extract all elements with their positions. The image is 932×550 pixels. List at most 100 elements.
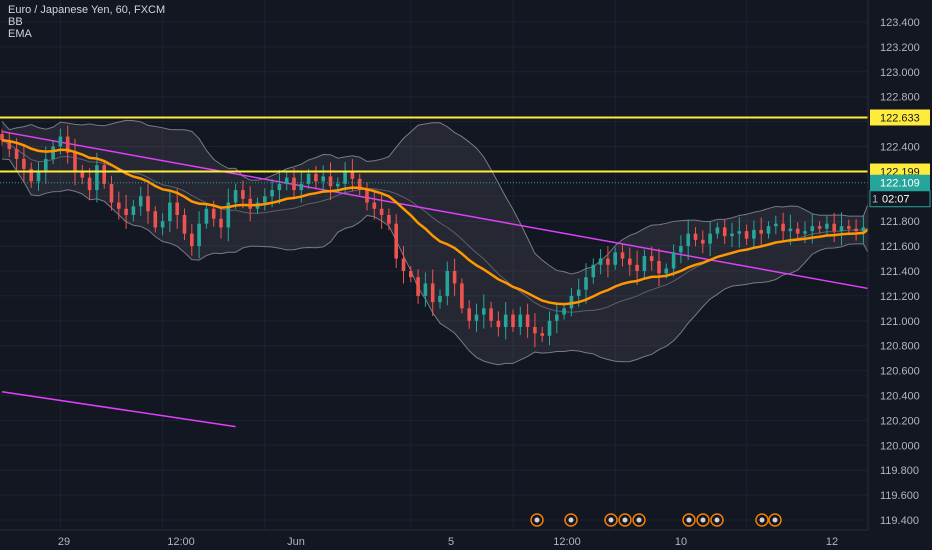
candle-body [146, 196, 150, 212]
candle-body [664, 268, 669, 274]
candle-body [598, 258, 603, 265]
candle-body [649, 256, 654, 262]
candle-body [460, 283, 464, 309]
tag-level-high: 122.633 [880, 112, 920, 124]
candle-body [65, 136, 70, 153]
candle-body [73, 152, 77, 172]
y-tick-label: 120.200 [880, 415, 920, 427]
bb-fill [2, 120, 871, 365]
candle-body [306, 173, 311, 184]
candle-body [29, 168, 33, 182]
candle-body [438, 295, 442, 303]
y-tick-label: 121.200 [880, 291, 920, 303]
candle-body [489, 308, 493, 321]
y-tick-label: 120.400 [880, 391, 920, 403]
candle-body [832, 223, 836, 232]
x-tick-label: 12:00 [553, 536, 581, 548]
y-tick-label: 119.600 [880, 490, 919, 502]
candle-body [401, 258, 406, 271]
chart-legend: Euro / Japanese Yen, 60, FXCM BB EMA [8, 4, 165, 40]
candle-body [671, 252, 676, 269]
candle-body [847, 226, 851, 229]
tag-last-price: 122.109 [880, 178, 920, 190]
candle-body [219, 218, 223, 228]
candle-body [722, 227, 727, 237]
candle-body [182, 214, 187, 234]
candle-body [270, 190, 274, 197]
candle-body [744, 231, 749, 239]
trendline-1[interactable] [1, 391, 236, 428]
candle-body [525, 314, 530, 328]
tag-level-high-bg [870, 109, 930, 126]
candle-body [715, 227, 720, 234]
y-tick-label: 119.400 [880, 515, 919, 527]
candle-body [321, 176, 325, 182]
candle-body [839, 226, 844, 232]
price-axis[interactable] [868, 0, 932, 550]
symbol-title[interactable]: Euro / Japanese Yen, 60, FXCM [8, 4, 166, 16]
candle-body [387, 214, 391, 224]
candle-body [36, 171, 41, 182]
candle-body [226, 202, 231, 228]
candle-body [861, 227, 866, 232]
candle-body [503, 314, 508, 328]
candle-body [810, 226, 815, 232]
y-tick-label: 119.800 [880, 465, 919, 477]
candle-body [766, 226, 771, 234]
grid [0, 0, 868, 530]
candle-body [452, 271, 457, 284]
candle-body [591, 264, 596, 278]
candle-body [693, 233, 698, 240]
candle-body [14, 148, 19, 159]
candle-body [138, 196, 143, 207]
candle-body [379, 208, 384, 215]
candle-body [628, 258, 632, 265]
candle-body [679, 246, 683, 253]
candle-body [22, 158, 26, 169]
y-tick-label: 120.800 [880, 341, 920, 353]
event-marker-dot [534, 517, 540, 523]
bb-upper [1, 119, 872, 275]
candle-body [284, 177, 289, 184]
candle-body [299, 183, 304, 191]
candle-body [160, 221, 165, 228]
y-tick-label: 121.000 [880, 316, 920, 328]
x-tick-label: Jun [287, 536, 305, 548]
y-tick-label: 122.800 [880, 92, 920, 104]
candle-body [292, 177, 296, 191]
candle-body [409, 271, 413, 278]
candle-body [474, 314, 479, 321]
y-tick-label: 123.200 [880, 42, 920, 54]
candle-body [752, 229, 756, 239]
candle-body [80, 171, 85, 178]
tag-last-price-bg [870, 174, 930, 191]
candle-body [496, 320, 501, 328]
candle-body [657, 261, 661, 274]
candle-body [635, 264, 639, 271]
ema-line [1, 139, 872, 306]
trendline-0[interactable] [1, 130, 869, 290]
candle-body [788, 228, 793, 232]
candle-body [759, 229, 763, 234]
candle-body [854, 228, 858, 232]
indicator-ema[interactable]: EMA [8, 28, 32, 40]
indicator-bb[interactable]: BB [8, 16, 23, 28]
candle-body [87, 177, 92, 191]
candle-body [518, 314, 523, 328]
candle-body [686, 233, 690, 247]
candle-body [211, 208, 216, 219]
candle-body [197, 223, 201, 247]
countdown-prefix: 1 [872, 194, 878, 206]
candle-body [817, 226, 822, 229]
candle-body [562, 308, 566, 315]
candle-body [701, 239, 705, 244]
candle-body [58, 136, 63, 147]
candle-body [467, 308, 471, 321]
candle-body [233, 190, 238, 203]
candle-body [117, 202, 121, 209]
time-axis[interactable] [0, 530, 932, 550]
candle-body [555, 314, 559, 321]
event-marker-dot [608, 517, 614, 523]
candle-body [248, 198, 252, 209]
